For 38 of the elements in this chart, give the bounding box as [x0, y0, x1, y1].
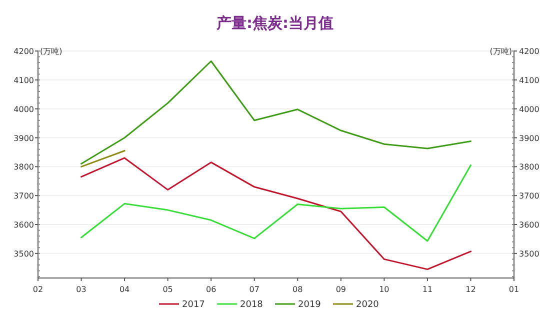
y2-tick-label: 4200	[519, 47, 540, 56]
y-tick-label: 4000	[14, 104, 34, 114]
legend-label: 2020	[356, 300, 380, 310]
y-axis-title: (万吨)	[40, 47, 62, 56]
y2-tick-label: 3600	[519, 220, 540, 230]
y-tick-label: 3600	[14, 220, 34, 230]
legend-label: 2019	[298, 300, 322, 310]
y2-tick-label: 4000	[519, 104, 540, 114]
y2-tick-label: 3500	[519, 249, 540, 258]
x-tick-label: 05	[162, 285, 173, 294]
y-tick-label: 3800	[14, 162, 34, 172]
y2-tick-label: 4100	[519, 76, 540, 85]
legend-label: 2017	[182, 300, 205, 310]
y-tick-label: 4200	[14, 47, 34, 56]
x-tick-label: 02	[32, 285, 44, 294]
x-tick-label: 06	[206, 285, 216, 294]
x-tick-label: 04	[119, 285, 130, 294]
line-series	[80, 164, 472, 242]
x-tick-label: 03	[76, 285, 86, 294]
line-series	[80, 157, 472, 270]
x-tick-label: 12	[466, 285, 476, 294]
x-tick-label: 08	[292, 285, 303, 294]
x-tick-label: 10	[379, 285, 390, 294]
y-tick-label: 3500	[14, 249, 34, 258]
y2-tick-label: 3800	[519, 162, 540, 172]
y2-tick-label: 3700	[519, 192, 540, 201]
y-tick-label: 3700	[14, 192, 34, 201]
y-tick-label: 4100	[14, 76, 34, 85]
x-tick-label: 01	[508, 285, 520, 294]
x-tick-label: 11	[422, 285, 433, 294]
x-tick-label: 07	[249, 285, 260, 294]
y-tick-label: 3900	[14, 134, 34, 143]
line-series	[80, 60, 472, 165]
chart-title: 产量:焦炭:当月值	[216, 14, 334, 32]
legend-label: 2018	[240, 300, 264, 310]
y2-tick-label: 3900	[519, 134, 540, 143]
y2-axis-title: (万吨)	[490, 47, 512, 56]
x-tick-label: 09	[336, 285, 346, 294]
